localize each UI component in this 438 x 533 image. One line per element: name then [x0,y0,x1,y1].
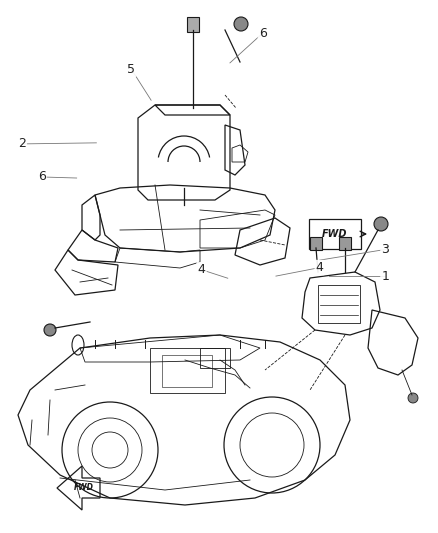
Bar [318,285,360,323]
Circle shape [44,324,56,336]
FancyBboxPatch shape [187,17,199,32]
Bar [150,348,225,393]
Text: FWD: FWD [322,229,348,239]
Text: 4: 4 [316,261,324,274]
Bar [162,355,212,387]
Circle shape [374,217,388,231]
Circle shape [234,17,248,31]
FancyBboxPatch shape [339,237,351,250]
Text: 4: 4 [198,263,205,276]
Circle shape [408,393,418,403]
Text: 1: 1 [381,270,389,282]
Text: FWD: FWD [74,483,94,492]
Text: 3: 3 [381,243,389,256]
Text: 5: 5 [127,63,135,76]
Text: 6: 6 [259,27,267,39]
Text: 2: 2 [18,138,26,150]
Bar [200,348,230,368]
Text: 6: 6 [38,171,46,183]
FancyBboxPatch shape [310,237,322,250]
